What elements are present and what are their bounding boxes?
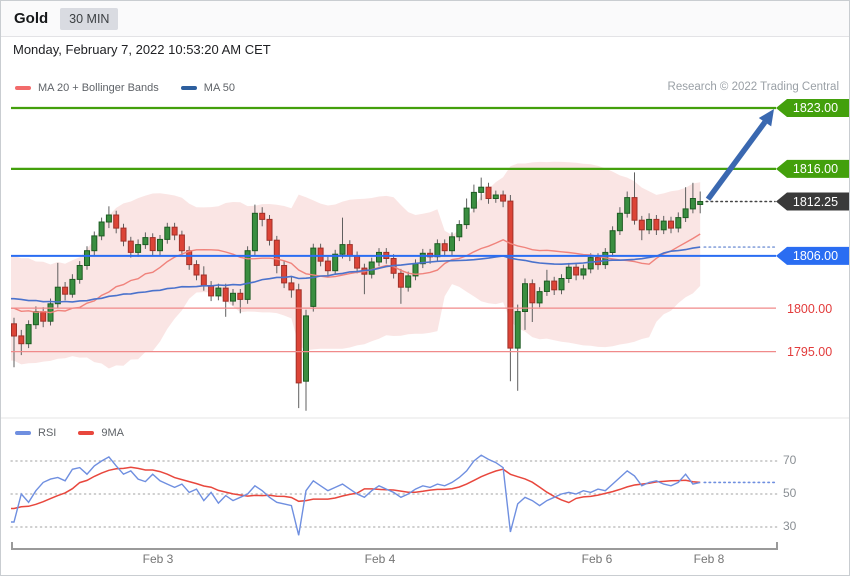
x-axis-label-feb3: Feb 3 [142,552,174,566]
rsi-legend: RSI 9MA [15,427,146,439]
x-axis-label-feb8: Feb 8 [693,552,725,566]
instrument-title: Gold [14,10,49,27]
rsi-tick-30: 30 [783,519,797,533]
x-axis-label-feb6: Feb 6 [581,552,613,566]
x-axis-label-feb4: Feb 4 [364,552,396,566]
ma50-legend-label: MA 50 [203,82,235,94]
research-credit: Research © 2022 Trading Central [667,81,839,93]
support-level-label-1800: 1800.00 [787,301,833,316]
rsi-tick-70: 70 [783,453,797,467]
rsi-tick-50: 50 [783,486,797,500]
support-level-label-1795: 1795.00 [787,345,833,360]
chart-timestamp: Monday, February 7, 2022 10:53:20 AM CET [13,42,271,57]
main-chart-legend: MA 20 + Bollinger Bands MA 50 [15,82,257,94]
rsi-9ma-legend-swatch [78,431,95,435]
chart-header: Gold 30 MIN [1,1,849,37]
ma50-legend-swatch [180,86,197,90]
last-price-label: 1812.25 [792,194,839,209]
timeframe-badge: 30 MIN [60,7,119,30]
resistance-level-label-1816: 1816.00 [792,161,839,176]
rsi-9ma-legend-label: 9MA [101,427,124,439]
rsi-legend-label: RSI [38,427,57,439]
pivot-level-label-1806: 1806.00 [792,248,839,263]
ma20-bollinger-legend-label: MA 20 + Bollinger Bands [38,82,159,94]
ma20-bollinger-legend-swatch [15,86,31,90]
resistance-level-label-1823: 1823.00 [792,101,839,115]
rsi-legend-swatch [15,431,31,435]
